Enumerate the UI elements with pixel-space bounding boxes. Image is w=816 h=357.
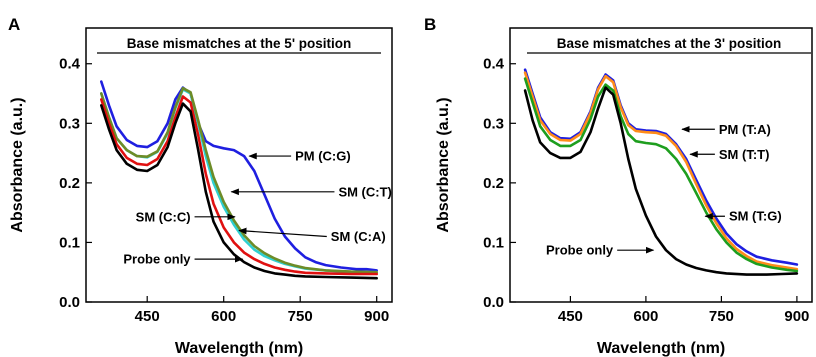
panel-a-annotation-label: SM (C:A): [331, 229, 386, 244]
panel-b-y-axis-title: Absorbance (a.u.): [435, 97, 452, 232]
panel-b-series-line-3: [523, 77, 799, 273]
panel-b-plot-frame: [509, 27, 813, 303]
panel-a-annotations: PM (C:G) SM (C:T) SM (C:C) SM (C:A) Probe on…: [123, 149, 392, 267]
panel-a-series-line-2: [100, 88, 379, 274]
panel-a-series-line-1: [100, 80, 379, 272]
panel-b-y-tick-label: 0.1: [483, 234, 504, 251]
panel-a-plot-frame: [85, 27, 393, 303]
panel-a-y-tick-label: 0.0: [59, 294, 80, 311]
panel-a-x-axis-title: Wavelength (nm): [175, 340, 303, 357]
panel-a-x-tick-label: 600: [211, 308, 236, 325]
panel-b-series-line-1: [523, 68, 799, 266]
panel-a-series-line-3: [100, 86, 379, 274]
panel-a-title: Base mismatches at the 5' position: [127, 36, 352, 51]
panel-b-x-tick-label: 450: [558, 308, 583, 325]
panel-a-letter: A: [8, 15, 20, 34]
panel-a-series-line-5: [100, 102, 379, 280]
panel-a-x-tick-label: 450: [135, 308, 160, 325]
panel-b-annotation-label: SM (T:T): [719, 147, 770, 162]
panel-a-x-tick-label: 750: [288, 308, 313, 325]
panel-b-y-tick-label: 0.0: [483, 294, 504, 311]
panel-b-series: [523, 68, 799, 276]
panel-b: B Base mismatches at the 3' position 0.0…: [424, 15, 813, 357]
panel-b-x-tick-label: 750: [709, 308, 734, 325]
panel-a-y-tick-label: 0.3: [59, 115, 80, 132]
panel-a-y-tick-label: 0.4: [59, 56, 81, 73]
panel-b-letter: B: [424, 15, 436, 34]
panel-a-annotation-label: Probe only: [123, 252, 191, 267]
panel-a-y-ticks: 0.0 0.1 0.2 0.3 0.4: [59, 56, 92, 311]
panel-a-y-tick-label: 0.1: [59, 234, 80, 251]
panel-b-y-tick-label: 0.4: [483, 56, 505, 73]
panel-b-annotation-label: Probe only: [546, 243, 614, 258]
panel-a: A Base mismatches at the 5' position 0.0…: [8, 15, 393, 357]
panel-a-annotation-label: SM (C:C): [136, 209, 191, 224]
panel-b-title: Base mismatches at the 3' position: [557, 36, 782, 51]
panel-a-x-ticks: 450 600 750 900: [135, 296, 389, 325]
panel-b-x-axis-title: Wavelength (nm): [597, 340, 725, 357]
panel-a-annotation-label: SM (C:T): [338, 184, 391, 199]
panel-b-annotation-label: PM (T:A): [719, 122, 771, 137]
panel-b-series-line-2: [523, 71, 799, 271]
panel-b-series-line-4: [523, 86, 799, 276]
panel-b-annotations: PM (T:A) SM (T:T) SM (T:G) Probe only: [546, 122, 782, 258]
panel-a-annotation-label: PM (C:G): [295, 149, 351, 164]
panel-b-x-tick-label: 600: [633, 308, 658, 325]
panel-b-y-tick-label: 0.3: [483, 115, 504, 132]
panel-b-x-ticks: 450 600 750 900: [558, 296, 809, 325]
panel-a-y-tick-label: 0.2: [59, 175, 80, 192]
panel-a-series: [100, 80, 379, 280]
panel-a-annotation-arrow: [238, 227, 327, 238]
panel-a-series-line-4: [100, 95, 379, 276]
panel-b-x-tick-label: 900: [784, 308, 809, 325]
panel-a-x-tick-label: 900: [364, 308, 389, 325]
panel-a-y-axis-title: Absorbance (a.u.): [9, 97, 26, 232]
panel-b-annotation-label: SM (T:G): [729, 209, 782, 224]
panel-b-y-ticks: 0.0 0.1 0.2 0.3 0.4: [483, 56, 516, 311]
panel-b-y-tick-label: 0.2: [483, 175, 504, 192]
